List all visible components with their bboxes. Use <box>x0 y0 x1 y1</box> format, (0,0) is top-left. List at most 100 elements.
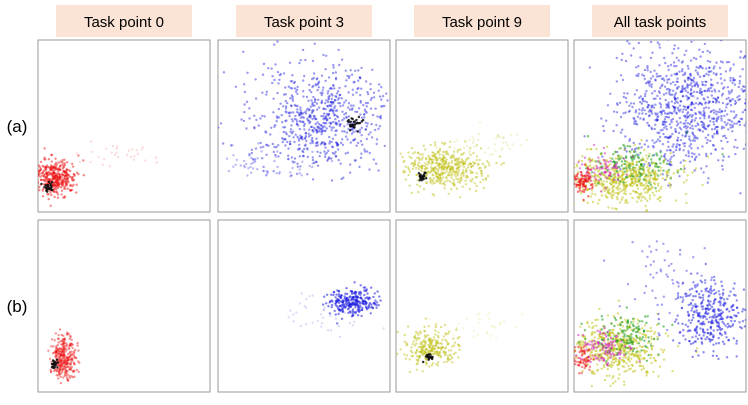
point <box>239 164 242 167</box>
point <box>330 179 334 182</box>
point <box>641 365 645 368</box>
point <box>429 177 432 180</box>
point <box>60 349 63 353</box>
point <box>737 85 740 89</box>
point <box>351 128 354 131</box>
point <box>619 175 622 178</box>
point <box>311 110 314 113</box>
point <box>351 107 354 110</box>
point <box>635 153 638 156</box>
point <box>321 89 324 92</box>
point <box>648 167 651 170</box>
point <box>66 377 69 380</box>
point <box>452 344 456 347</box>
point <box>508 147 511 151</box>
point <box>705 72 708 76</box>
point <box>737 120 741 123</box>
point <box>54 351 57 354</box>
point <box>294 114 297 118</box>
point <box>357 107 361 110</box>
point <box>673 102 676 105</box>
point <box>712 120 715 124</box>
point <box>436 351 439 354</box>
point <box>298 155 302 158</box>
point <box>423 329 426 333</box>
point <box>695 136 698 139</box>
point <box>53 177 56 180</box>
point <box>667 87 670 91</box>
point <box>488 311 491 314</box>
point <box>645 335 648 338</box>
point <box>33 173 35 175</box>
point <box>732 110 736 113</box>
point <box>720 94 724 97</box>
point <box>301 115 304 119</box>
point <box>298 143 301 147</box>
point <box>675 72 678 75</box>
point <box>273 159 276 163</box>
point <box>579 170 583 174</box>
point <box>462 165 466 169</box>
point <box>334 313 337 316</box>
point <box>696 283 699 286</box>
point <box>57 368 61 371</box>
point <box>731 97 734 101</box>
point <box>583 156 587 159</box>
point <box>380 105 383 108</box>
point <box>611 207 614 210</box>
point <box>328 121 331 125</box>
point <box>38 187 39 190</box>
point <box>365 308 369 311</box>
point <box>363 150 367 153</box>
point <box>665 149 669 152</box>
point <box>693 40 696 41</box>
point <box>345 116 348 120</box>
point <box>312 126 316 129</box>
point <box>62 348 65 351</box>
point <box>672 47 676 51</box>
point <box>60 364 63 367</box>
point <box>314 98 317 101</box>
point <box>717 159 720 162</box>
point <box>741 320 745 323</box>
point <box>55 185 58 188</box>
point <box>74 356 77 360</box>
point <box>324 116 327 119</box>
point <box>38 181 40 184</box>
point <box>472 151 475 155</box>
point <box>58 369 62 372</box>
point <box>340 305 343 308</box>
point <box>291 87 294 90</box>
point <box>616 312 620 315</box>
point <box>308 83 311 87</box>
point <box>733 79 736 82</box>
point <box>676 106 680 110</box>
point <box>648 330 651 333</box>
point <box>57 177 60 180</box>
point <box>333 99 337 102</box>
point <box>444 338 447 342</box>
point <box>264 130 267 133</box>
point <box>670 163 673 167</box>
point <box>622 181 625 184</box>
point <box>335 122 338 125</box>
point <box>661 120 665 124</box>
point <box>728 99 731 102</box>
point <box>333 87 336 90</box>
point <box>679 121 682 124</box>
point <box>615 111 619 114</box>
point <box>52 362 55 366</box>
point <box>281 121 284 124</box>
point <box>683 71 687 75</box>
point <box>649 77 653 80</box>
point <box>301 149 304 153</box>
point <box>61 163 64 166</box>
point <box>293 80 297 84</box>
point <box>727 155 731 158</box>
point <box>301 160 304 163</box>
point <box>360 134 363 137</box>
point <box>53 166 56 170</box>
point <box>657 75 661 78</box>
point <box>459 148 462 151</box>
point <box>57 348 60 351</box>
